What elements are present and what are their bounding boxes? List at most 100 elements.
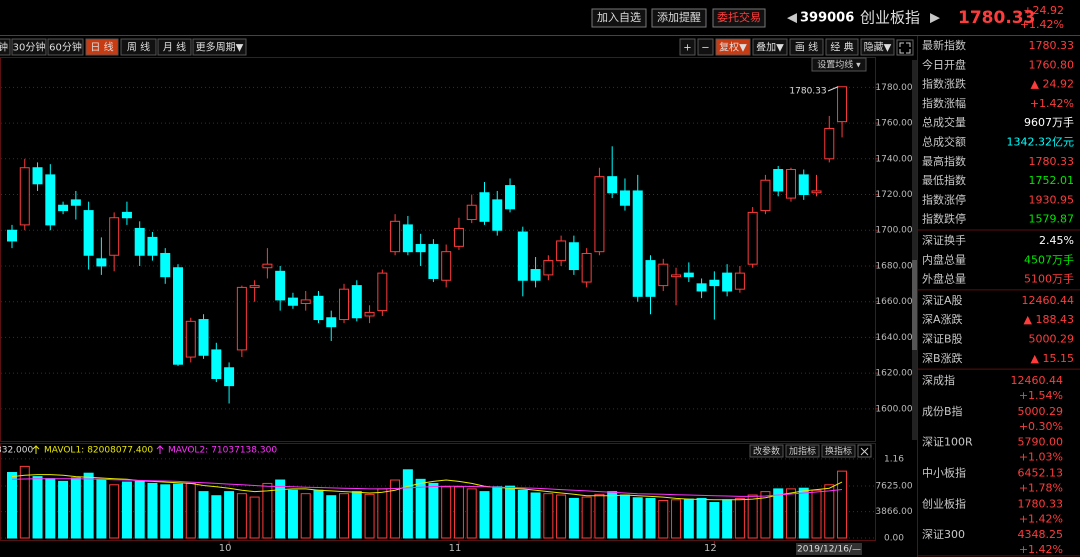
volume-bar — [58, 480, 69, 539]
volume-bar — [824, 484, 835, 539]
volume-bar — [7, 472, 17, 539]
volume-bar — [70, 477, 81, 539]
volume-bar — [683, 498, 694, 539]
toolbar-label: 30分钟 — [13, 41, 46, 54]
candle-body — [147, 236, 158, 256]
volume-bar — [390, 479, 401, 539]
volume-bar — [760, 491, 771, 539]
candle-body — [785, 169, 796, 199]
volume-bar — [249, 496, 260, 539]
toolbar-button[interactable] — [11, 38, 47, 56]
scroll-thumb[interactable] — [912, 260, 917, 350]
volume-bar — [19, 465, 30, 539]
toolbar-button[interactable] — [789, 38, 824, 56]
header-button[interactable] — [651, 8, 707, 28]
toolbar-button[interactable] — [860, 38, 895, 56]
quote-change: +1.42% — [1019, 512, 1063, 525]
candle-body — [658, 263, 669, 287]
candle-body — [134, 227, 145, 256]
toolbar-button[interactable] — [752, 38, 788, 56]
toolbar-button[interactable] — [697, 38, 714, 56]
legend-arrow — [156, 445, 164, 454]
volume-bar — [121, 481, 132, 539]
header-button[interactable] — [591, 8, 647, 28]
legend-name: MAVOL1: — [44, 446, 84, 456]
toolbar-button[interactable] — [825, 38, 859, 56]
close-button[interactable] — [857, 444, 872, 458]
quote-label: 最新指数 — [922, 38, 966, 52]
candle-body — [696, 283, 707, 292]
toolbar-button[interactable] — [47, 38, 84, 56]
toolbar-label: 隐藏▼ — [864, 42, 892, 54]
ma-button[interactable] — [811, 57, 867, 72]
y-tick-label: 1600.00 — [875, 404, 912, 414]
header-button[interactable] — [712, 8, 766, 28]
volume-bar — [185, 482, 196, 539]
toolbar-button[interactable] — [85, 38, 119, 56]
scrollbar[interactable] — [912, 60, 917, 440]
volume-tick-label: 7625.00 — [875, 481, 912, 491]
quote-value: 1930.95 — [1029, 193, 1075, 206]
candle-body — [7, 229, 17, 242]
volume-bar — [402, 469, 413, 539]
candle-body — [798, 174, 809, 196]
volume-bar — [262, 482, 273, 539]
volume-bar — [568, 497, 579, 539]
toolbar-button[interactable] — [715, 38, 751, 56]
quote-value: 12460.44 — [1011, 374, 1064, 387]
next-arrow[interactable]: ▶ — [930, 11, 940, 26]
quote-value: +1.42% — [1030, 97, 1074, 110]
candle-body — [224, 367, 235, 387]
candle-body — [671, 274, 682, 278]
quote-label: 成份B指 — [922, 404, 963, 418]
quote-label: 指数涨幅 — [922, 96, 966, 110]
candle-body — [211, 349, 222, 379]
quote-change: +1.78% — [1019, 482, 1063, 495]
volume-bar — [211, 495, 222, 539]
toolbar-button[interactable] — [679, 38, 696, 56]
prev-arrow[interactable]: ◀ — [787, 11, 797, 26]
y-tick-label: 1640.00 — [875, 333, 912, 343]
y-tick-label: 1720.00 — [875, 190, 912, 200]
x-tick-label: 11 — [449, 543, 462, 554]
candle-body — [96, 258, 107, 267]
volume-bar — [173, 483, 184, 539]
volume-tool-button[interactable] — [749, 444, 784, 458]
toolbar-button[interactable] — [120, 38, 157, 56]
volume-bar — [505, 485, 516, 539]
volume-tool-button[interactable] — [785, 444, 820, 458]
toolbar-button[interactable] — [157, 38, 192, 56]
candle-body — [466, 204, 477, 221]
volume-bar — [428, 482, 439, 539]
candle-body — [530, 269, 541, 281]
fullscreen-button[interactable] — [896, 39, 914, 56]
candle-body — [619, 190, 630, 206]
volume-tool-button[interactable] — [821, 444, 856, 458]
volume-bar — [607, 491, 618, 539]
candle-body — [313, 295, 324, 321]
candle-body — [568, 242, 579, 271]
candle-body — [747, 211, 758, 265]
candle-body — [364, 311, 375, 317]
volume-bar — [224, 491, 235, 539]
volume-bar — [798, 487, 809, 539]
annotation-leader — [827, 86, 839, 92]
quote-label: 指数涨跌 — [922, 77, 966, 91]
candle-body — [326, 317, 337, 328]
candle-body — [185, 320, 196, 358]
volume-bar — [709, 502, 720, 539]
candle-body — [683, 272, 694, 278]
candle-body — [173, 267, 184, 365]
quote-value: 1760.80 — [1029, 58, 1075, 71]
candle-body — [811, 190, 822, 194]
volume-bar — [351, 491, 362, 539]
quote-label: 深证A股 — [922, 294, 963, 307]
toolbar-button[interactable] — [192, 38, 247, 56]
quote-value: 6452.13 — [1018, 467, 1064, 480]
stock-code: 399006 — [800, 11, 854, 26]
quote-label: 最高指数 — [922, 154, 966, 168]
quote-value: 5000.29 — [1018, 405, 1064, 418]
volume-bar — [275, 479, 286, 539]
quote-value: 5000.29 — [1029, 333, 1075, 346]
toolbar-button[interactable] — [0, 38, 11, 56]
